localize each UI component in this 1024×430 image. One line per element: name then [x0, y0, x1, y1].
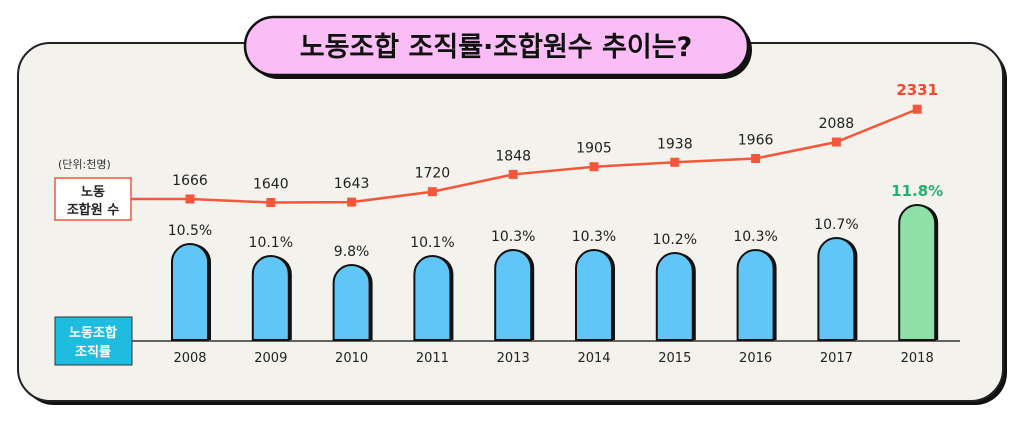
rate-legend-box	[54, 316, 133, 366]
members-legend-line1: 노동	[81, 185, 105, 200]
line-value-label: 1938	[657, 136, 693, 152]
line-value-label: 1640	[253, 177, 289, 193]
bar	[736, 249, 775, 341]
x-tick-label: 2010	[335, 351, 368, 366]
line-value-label: 1720	[415, 166, 451, 182]
bar	[898, 204, 937, 341]
unit-label: (단위:천명)	[58, 157, 111, 171]
bar	[332, 264, 371, 341]
line-value-label: 1966	[738, 133, 774, 149]
rate-legend-line2: 조직률	[75, 344, 111, 360]
line-point-marker	[427, 187, 437, 197]
line-point-marker	[185, 194, 195, 204]
x-tick-label: 2015	[658, 351, 691, 366]
bar	[817, 237, 856, 341]
bar-value-label: 10.7%	[814, 217, 858, 233]
members-legend-line2: 조합원 수	[67, 202, 119, 218]
x-tick-label: 2009	[254, 351, 287, 366]
bar	[494, 249, 533, 341]
line-point-marker	[266, 198, 276, 208]
title-pill	[243, 15, 750, 77]
rate-legend-line1: 노동조합	[69, 325, 117, 341]
bar-value-label: 10.1%	[410, 235, 454, 251]
bar	[251, 255, 290, 341]
x-tick-label: 2017	[820, 351, 853, 366]
line-value-label: 2331	[896, 81, 938, 99]
bar-value-label: 10.5%	[168, 223, 212, 239]
line-value-label: 1643	[334, 176, 370, 192]
bar-value-label: 10.3%	[491, 229, 535, 245]
line-value-label: 1666	[172, 173, 208, 189]
bar-value-label: 10.1%	[249, 235, 293, 251]
line-value-label: 2088	[819, 116, 855, 132]
line-point-marker	[751, 154, 761, 163]
line-point-marker	[831, 137, 841, 147]
x-tick-label: 2008	[173, 351, 206, 366]
bar	[413, 255, 452, 341]
x-tick-label: 2016	[739, 351, 772, 366]
x-tick-label: 2014	[577, 351, 610, 366]
bar-value-label: 11.8%	[891, 182, 943, 200]
line-point-marker	[912, 104, 922, 114]
bar-value-label: 9.8%	[334, 244, 370, 260]
line-point-marker	[589, 162, 599, 172]
x-tick-label: 2018	[901, 351, 934, 366]
line-point-marker	[347, 197, 357, 207]
line-value-label: 1848	[495, 148, 531, 164]
line-point-marker	[670, 157, 680, 167]
bar-value-label: 10.3%	[572, 229, 616, 245]
bar-value-label: 10.2%	[653, 232, 697, 248]
bar	[171, 243, 209, 341]
chart-title: 노동조합 조직률·조합원수 추이는?	[300, 32, 692, 63]
bar	[655, 252, 694, 341]
line-point-marker	[508, 169, 518, 179]
bar	[575, 249, 613, 341]
bar-value-label: 10.3%	[733, 229, 777, 245]
line-value-label: 1905	[576, 141, 612, 157]
x-tick-label: 2013	[497, 351, 530, 366]
x-tick-label: 2011	[416, 351, 449, 366]
